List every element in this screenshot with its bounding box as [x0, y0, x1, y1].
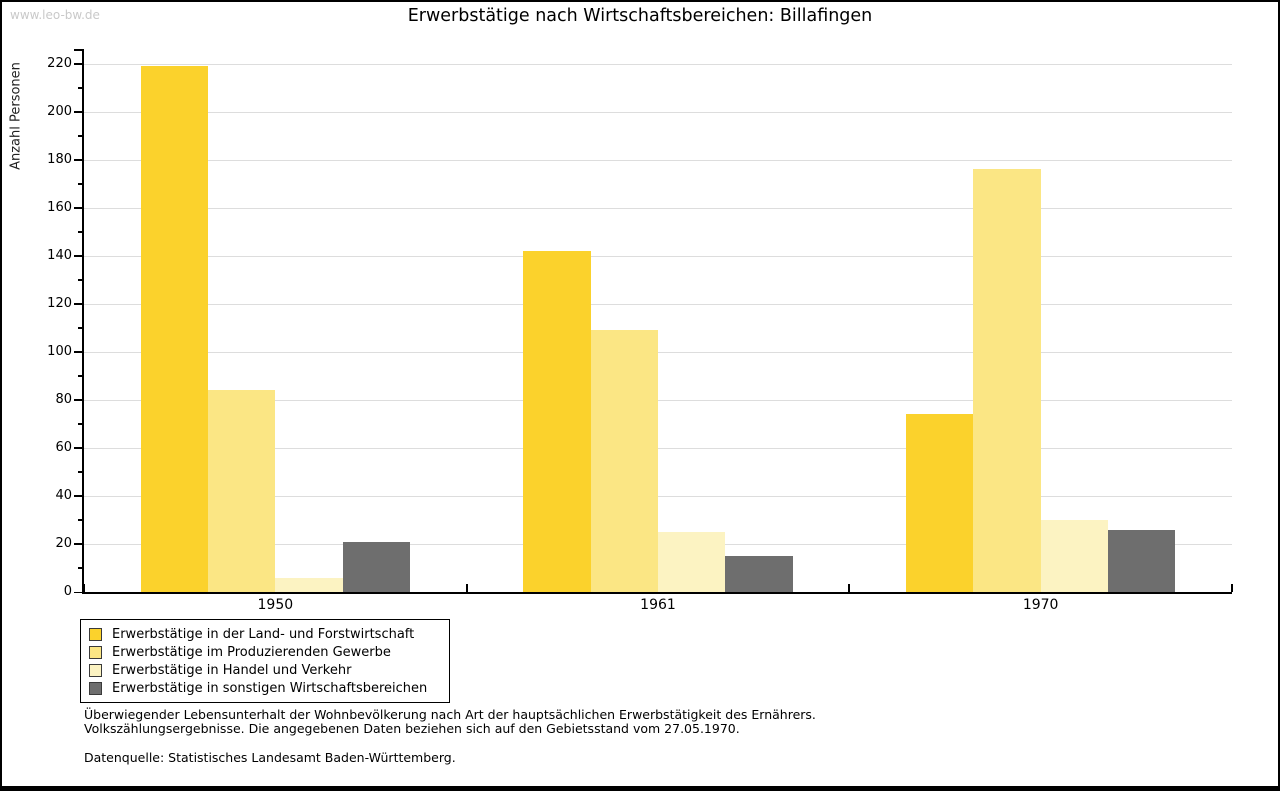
legend-label: Erwerbstätige im Produzierenden Gewerbe [112, 644, 391, 660]
legend: Erwerbstätige in der Land- und Forstwirt… [80, 619, 450, 703]
bar-1950-s4 [342, 541, 411, 592]
legend-label: Erwerbstätige in Handel und Verkehr [112, 662, 352, 678]
y-minor-tick [78, 183, 82, 185]
bar-1970-s2 [973, 169, 1041, 592]
y-tick-label: 160 [47, 199, 72, 215]
x-axis-line [82, 592, 1232, 594]
bar-1950-s2 [207, 390, 276, 592]
plot-area: 1950 1961 1970 0 20 40 60 80 100 120 140 160 180 200 2… [47, 49, 1233, 613]
legend-item: Erwerbstätige im Produzierenden Gewerbe [89, 643, 441, 661]
y-minor-tick [78, 231, 82, 233]
footnote-line-2: Volkszählungsergebnisse. Die angegebenen… [84, 721, 740, 736]
x-category-label: 1961 [640, 597, 676, 613]
bar-1950-s3 [275, 577, 343, 592]
y-major-tick [74, 495, 82, 497]
y-major-tick [74, 447, 82, 449]
y-tick-label: 20 [55, 535, 72, 551]
gridline [84, 495, 1232, 497]
legend-item: Erwerbstätige in Handel und Verkehr [89, 661, 441, 679]
gridline [84, 63, 1232, 65]
y-major-tick [74, 255, 82, 257]
gridline [84, 207, 1232, 209]
x-tick [848, 584, 851, 592]
x-category-label: 1950 [257, 597, 294, 613]
y-axis-label: Anzahl Personen [8, 62, 24, 170]
legend-swatch-icon [89, 645, 102, 659]
bar-1961-s3 [658, 531, 726, 592]
y-axis-line [82, 49, 84, 594]
x-category-label: 1970 [1022, 597, 1059, 613]
watermark: www.leo-bw.de [10, 8, 100, 22]
y-minor-tick [78, 135, 82, 137]
y-major-tick [74, 111, 82, 113]
y-axis-endcap-tick [74, 49, 82, 51]
y-minor-tick [78, 375, 82, 377]
y-tick-label: 120 [47, 295, 72, 311]
chart-title: Erwerbstätige nach Wirtschaftsbereichen:… [407, 6, 873, 26]
y-minor-tick [78, 423, 82, 425]
y-tick-label: 80 [55, 391, 72, 407]
x-tick [1231, 584, 1233, 592]
y-major-tick [74, 591, 82, 593]
y-minor-tick [78, 279, 82, 281]
y-major-tick [74, 63, 82, 65]
y-major-tick [74, 159, 82, 161]
gridline [84, 111, 1232, 113]
y-tick-label: 180 [47, 151, 72, 167]
x-tick [465, 584, 468, 592]
bar-1961-s1 [523, 250, 591, 592]
y-tick-label: 100 [47, 343, 72, 359]
footnote-line-1: Überwiegender Lebensunterhalt der Wohnbe… [84, 707, 816, 722]
bar-1970-s1 [905, 414, 974, 592]
y-minor-tick [78, 471, 82, 473]
y-minor-tick [78, 87, 82, 89]
gridline [84, 159, 1232, 161]
y-major-tick [74, 543, 82, 545]
legend-swatch-icon [89, 663, 102, 677]
y-major-tick [74, 351, 82, 353]
y-tick-label: 40 [55, 487, 72, 503]
legend-item: Erwerbstätige in sonstigen Wirtschaftsbe… [89, 679, 441, 697]
y-tick-label: 60 [55, 439, 72, 455]
gridline [84, 303, 1232, 305]
legend-label: Erwerbstätige in sonstigen Wirtschaftsbe… [112, 680, 428, 696]
x-tick [83, 584, 85, 592]
bar-1970-s4 [1108, 529, 1176, 592]
gridline [84, 255, 1232, 257]
y-tick-label: 0 [63, 584, 72, 599]
gridline [84, 351, 1232, 353]
legend-swatch-icon [89, 681, 102, 695]
legend-item: Erwerbstätige in der Land- und Forstwirt… [89, 625, 441, 643]
gridline [84, 399, 1232, 401]
bar-1950-s1 [140, 65, 208, 592]
bar-1970-s3 [1040, 519, 1109, 592]
y-tick-label: 220 [47, 55, 72, 71]
y-major-tick [74, 399, 82, 401]
gridline [84, 447, 1232, 449]
data-source: Datenquelle: Statistisches Landesamt Bad… [84, 750, 456, 765]
legend-swatch-icon [89, 627, 102, 641]
y-tick-label: 200 [47, 103, 72, 119]
footnote: Überwiegender Lebensunterhalt der Wohnbe… [84, 708, 816, 736]
y-major-tick [74, 207, 82, 209]
bar-1961-s4 [725, 555, 793, 592]
legend-label: Erwerbstätige in der Land- und Forstwirt… [112, 626, 415, 642]
y-major-tick [74, 303, 82, 305]
y-minor-tick [78, 567, 82, 569]
y-minor-tick [78, 327, 82, 329]
bar-1961-s2 [590, 330, 658, 592]
y-minor-tick [78, 519, 82, 521]
y-tick-label: 140 [47, 247, 72, 263]
